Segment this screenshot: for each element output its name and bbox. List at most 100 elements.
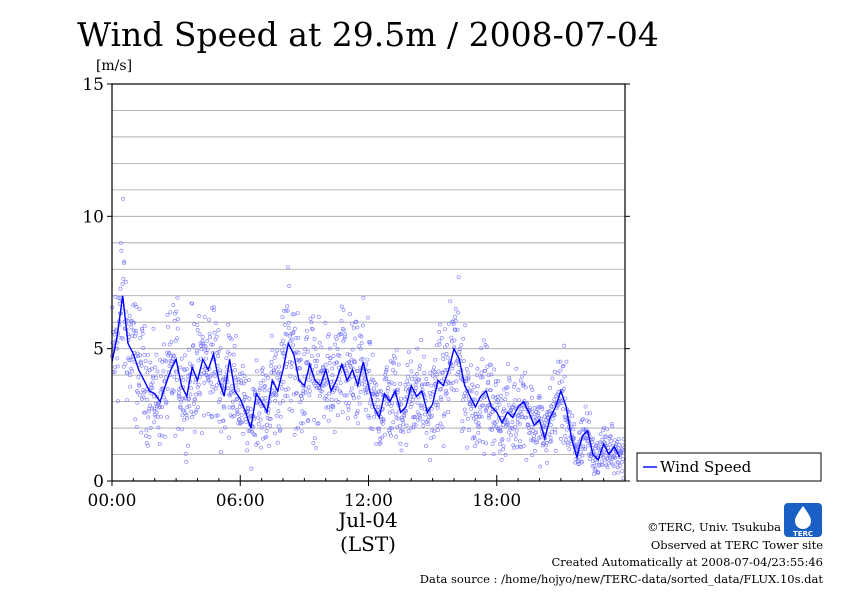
data-point <box>366 315 370 320</box>
data-point <box>207 331 212 336</box>
legend-series-label: Wind Speed <box>660 458 752 476</box>
data-point <box>616 460 621 465</box>
data-point <box>498 429 503 434</box>
data-point <box>503 452 508 457</box>
data-point <box>172 318 177 323</box>
data-point <box>127 313 132 318</box>
data-point <box>451 322 456 327</box>
data-point <box>517 398 521 403</box>
data-point <box>329 397 334 402</box>
data-point <box>140 331 145 336</box>
data-point <box>448 299 453 304</box>
data-point <box>385 386 390 391</box>
data-point <box>514 432 518 437</box>
data-point <box>362 387 367 392</box>
data-point <box>421 419 426 424</box>
data-point <box>186 397 191 402</box>
data-point <box>141 395 146 400</box>
data-point <box>500 415 505 420</box>
data-point <box>304 337 308 342</box>
data-point <box>351 392 356 397</box>
data-point <box>535 407 540 412</box>
data-point <box>501 406 506 411</box>
data-point <box>548 435 553 440</box>
data-point <box>309 320 314 325</box>
data-point <box>436 402 441 407</box>
data-point <box>230 384 234 388</box>
data-point <box>282 322 287 327</box>
data-point <box>214 383 219 388</box>
data-point <box>167 342 172 347</box>
data-point <box>136 354 141 359</box>
data-point <box>590 464 595 468</box>
data-point <box>330 373 335 378</box>
data-point <box>289 337 294 342</box>
data-point <box>617 442 622 447</box>
data-point <box>450 366 455 371</box>
data-point <box>304 328 309 333</box>
data-point <box>538 435 543 440</box>
data-point <box>610 424 615 429</box>
data-point <box>364 388 369 392</box>
data-point <box>214 334 219 339</box>
data-point <box>126 356 131 361</box>
data-point <box>194 351 199 356</box>
data-point <box>158 357 163 362</box>
data-point <box>158 374 163 379</box>
data-point <box>146 353 151 357</box>
data-point <box>404 423 409 428</box>
data-point <box>328 356 333 361</box>
footer-copyright: ©TERC, Univ. Tsukuba <box>647 520 781 534</box>
data-point <box>376 404 381 409</box>
data-point <box>133 417 138 422</box>
data-point <box>538 404 542 409</box>
data-point <box>146 409 151 414</box>
data-point <box>358 390 363 394</box>
data-point <box>338 332 343 337</box>
data-point <box>506 437 511 442</box>
data-point <box>201 365 205 370</box>
data-point <box>605 465 610 470</box>
data-point <box>222 425 227 430</box>
data-point <box>528 406 533 411</box>
data-point <box>484 441 488 446</box>
data-point <box>216 328 221 333</box>
data-point <box>513 398 517 403</box>
data-point <box>594 460 599 465</box>
data-point <box>563 433 568 438</box>
y-axis-ticks: 0 5 10 15 <box>82 75 630 492</box>
data-point <box>209 415 214 419</box>
data-point <box>203 356 208 361</box>
data-point <box>244 395 249 399</box>
data-point <box>456 310 461 315</box>
data-point <box>152 406 157 411</box>
data-point <box>349 386 354 391</box>
data-point <box>409 425 414 430</box>
data-point <box>126 321 131 326</box>
data-point <box>301 412 306 417</box>
data-point <box>460 419 465 424</box>
data-point <box>155 395 160 400</box>
data-point <box>517 422 522 426</box>
data-point <box>475 366 480 371</box>
data-point <box>478 410 482 415</box>
data-point <box>427 411 432 416</box>
data-point <box>500 437 505 442</box>
data-point <box>412 374 417 379</box>
data-point <box>482 452 487 456</box>
data-point <box>375 397 380 402</box>
data-point <box>137 392 142 397</box>
data-point <box>352 360 357 365</box>
data-point <box>428 458 432 462</box>
y-tick-label: 5 <box>93 340 104 360</box>
data-point <box>598 442 603 447</box>
data-point <box>159 433 164 438</box>
data-point <box>359 334 364 339</box>
data-point <box>252 388 257 392</box>
data-point <box>297 358 302 363</box>
data-point <box>393 412 398 417</box>
data-point <box>480 439 485 444</box>
data-point <box>338 381 343 386</box>
data-point <box>379 389 383 393</box>
